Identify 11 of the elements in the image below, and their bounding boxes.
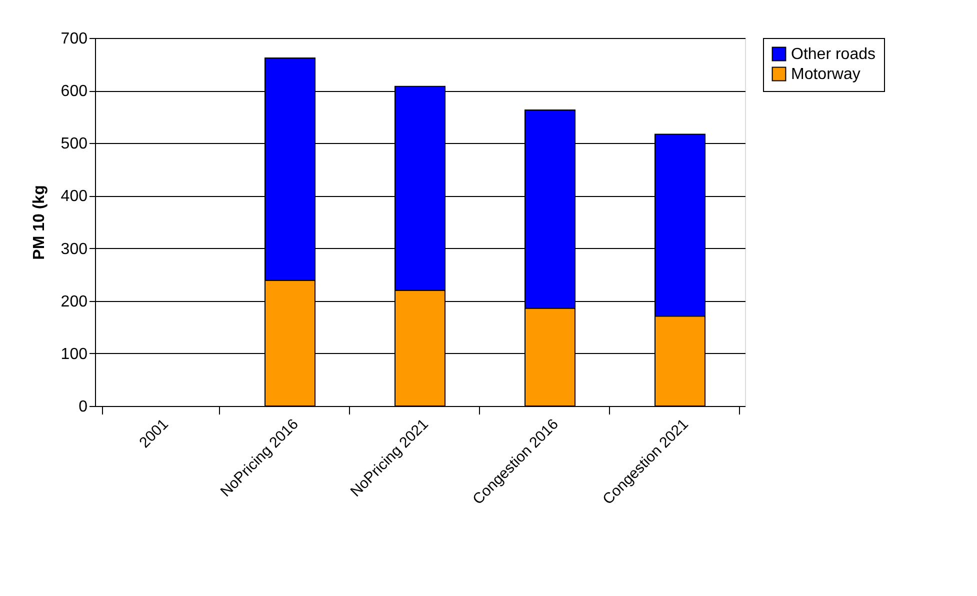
y-tick-label: 0 [78,398,88,416]
y-axis-title: PM 10 (kg [30,185,48,260]
y-tick-label: 300 [60,240,88,258]
y-tick-label: 200 [60,293,88,310]
y-tick-label: 600 [60,83,88,100]
legend-label: Motorway [791,66,860,83]
y-tick-label: 100 [60,346,88,363]
legend-label: Other roads [791,46,876,63]
y-tick-label: 500 [60,136,88,153]
y-tick-label: 400 [60,188,88,206]
y-tick-label: 700 [60,30,88,48]
